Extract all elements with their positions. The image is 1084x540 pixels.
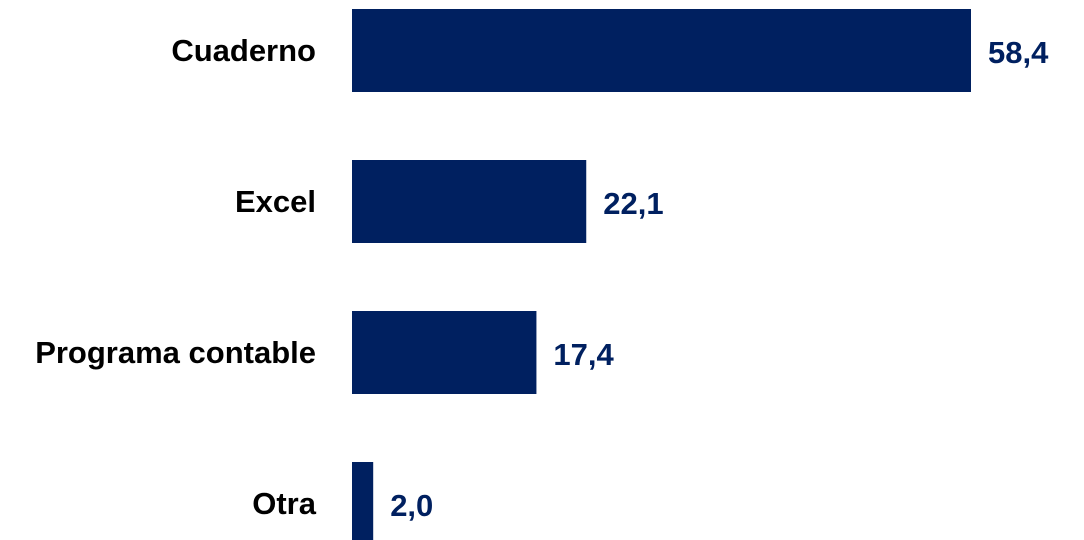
value-labels: 58,4 22,1 17,4 2,0 [390, 35, 1049, 523]
value-label-0: 58,4 [988, 35, 1049, 70]
category-label-1: Excel [235, 184, 316, 219]
category-label-2: Programa contable [35, 335, 316, 370]
value-label-2: 17,4 [553, 337, 614, 372]
bar-1 [352, 160, 587, 243]
bar-2 [352, 311, 537, 394]
value-label-3: 2,0 [390, 488, 433, 523]
bars [352, 9, 971, 540]
bar-0 [352, 9, 971, 92]
value-label-1: 22,1 [603, 186, 663, 221]
category-label-0: Cuaderno [171, 33, 316, 68]
category-label-3: Otra [252, 486, 317, 521]
bar-3 [352, 462, 374, 540]
category-labels: Cuaderno Excel Programa contable Otra [35, 33, 317, 521]
